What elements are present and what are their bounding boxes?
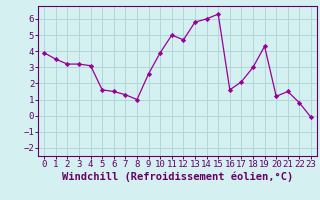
X-axis label: Windchill (Refroidissement éolien,°C): Windchill (Refroidissement éolien,°C) (62, 172, 293, 182)
